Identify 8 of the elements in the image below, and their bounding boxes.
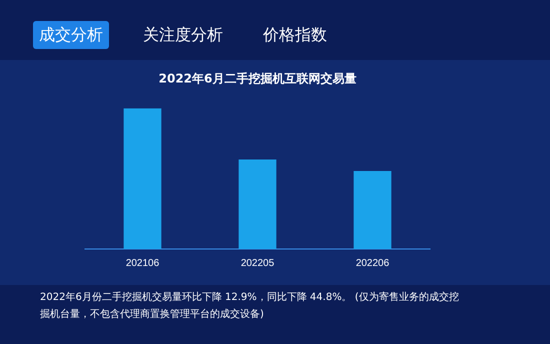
text: 关注度分析	[142, 24, 224, 46]
text: 成交分析	[33, 21, 109, 49]
x-tick-label: 202206	[356, 258, 390, 269]
text: 2022年6月份二手挖掘机交易量环比下降 12.9%，同比下降 44.8%。 (仅为寄售业务的成交挖掘机台量，不包含代理商置换管理平台的成交设备)	[40, 290, 460, 322]
text: 价格指数	[262, 24, 328, 46]
chart-title: 2022年6月二手挖掘机互联网交易量	[158, 71, 356, 86]
x-tick-label: 202106	[126, 258, 160, 269]
x-tick-label: 202205	[240, 258, 275, 269]
